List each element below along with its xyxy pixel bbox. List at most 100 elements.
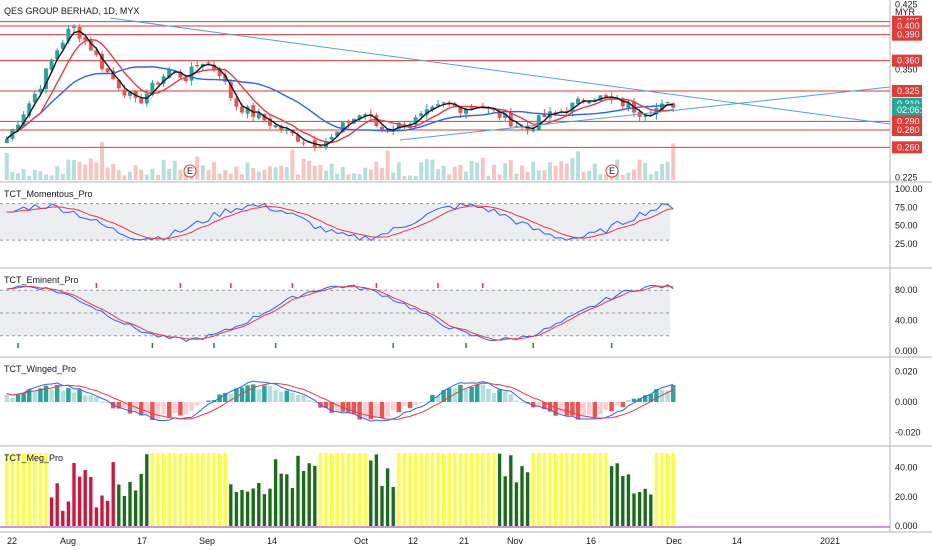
candle-body — [139, 98, 144, 104]
meg-bar — [357, 453, 362, 526]
candle-body — [542, 113, 547, 118]
histogram-bar — [379, 402, 385, 418]
volume-bar — [452, 166, 457, 180]
meg-bar — [100, 495, 104, 526]
volume-bar — [44, 174, 48, 180]
volume-bar — [531, 161, 536, 180]
volume-bar — [637, 159, 642, 180]
volume-bar — [368, 169, 373, 180]
volume-bar — [441, 165, 446, 180]
candle-body — [16, 124, 20, 130]
candle-body — [256, 113, 261, 119]
band-fill — [0, 203, 670, 241]
meg-bar — [621, 476, 625, 526]
meg-bar — [156, 453, 160, 526]
volume-bar — [32, 169, 37, 180]
meg-bar — [649, 494, 653, 526]
volume-bar — [161, 159, 166, 180]
volume-bar — [592, 163, 597, 180]
meg-bar — [72, 463, 76, 526]
meg-bar — [61, 510, 65, 526]
histogram-bar — [497, 389, 502, 402]
meg-bar — [492, 453, 496, 526]
candle-body — [553, 112, 558, 114]
meg-bar — [268, 488, 272, 526]
histogram-bar — [413, 402, 418, 405]
candle-body — [441, 102, 446, 104]
histogram-bar — [54, 384, 60, 402]
volume-bar — [178, 169, 183, 180]
meg-bar — [161, 453, 166, 526]
winged-title: TCT_Winged_Pro — [4, 364, 76, 374]
volume-bar — [296, 174, 300, 180]
meg-bar — [301, 470, 306, 526]
volume-bar — [284, 167, 289, 180]
histogram-bar — [519, 402, 525, 403]
volume-bar — [290, 149, 295, 180]
histogram-bar — [222, 392, 228, 402]
candle-body — [436, 104, 440, 106]
histogram-bar — [346, 402, 351, 413]
volume-bar — [486, 175, 491, 180]
histogram-bar — [15, 394, 21, 402]
volume-bar — [520, 165, 524, 180]
winged-red-line — [6, 382, 674, 420]
histogram-bar — [407, 402, 413, 409]
volume-bar — [340, 167, 345, 180]
candle-body — [44, 68, 48, 90]
histogram-bar — [21, 393, 26, 402]
volume-bar — [402, 175, 407, 180]
histogram-bar — [598, 402, 603, 415]
volume-bar — [598, 174, 603, 180]
time-axis-tick: 14 — [732, 536, 742, 546]
volume-bar — [156, 174, 160, 180]
volume-bar — [240, 174, 244, 180]
price-level-label: 0.310 — [897, 99, 920, 109]
volume-bar — [508, 160, 513, 180]
meg-bar — [94, 507, 99, 526]
candle-body — [195, 64, 200, 67]
candle-body — [587, 101, 592, 104]
time-axis-tick: 12 — [408, 536, 418, 546]
meg-title: TCT_Meg_Pro — [4, 453, 63, 463]
meg-bar — [262, 494, 267, 526]
volume-bar — [542, 170, 547, 180]
meg-bar — [122, 495, 127, 526]
histogram-bar — [435, 395, 441, 402]
event-marker — [183, 164, 197, 178]
volume-bar — [632, 169, 636, 180]
meg-bar — [643, 488, 647, 526]
histogram-bar — [189, 402, 194, 412]
candle-body — [570, 102, 575, 113]
price-level-badge — [892, 28, 922, 41]
volume-bar — [318, 164, 323, 180]
volume-bar — [447, 174, 452, 180]
meg-bar — [290, 487, 295, 526]
candle-body — [329, 136, 334, 140]
price-level-label: 02:06:03 — [897, 105, 932, 115]
price-level-label: 0.400 — [897, 21, 920, 31]
meg-bar — [318, 453, 323, 526]
volume-bar — [458, 164, 463, 180]
volume-bar — [503, 163, 508, 180]
volume-bar — [94, 162, 99, 180]
histogram-bar — [665, 390, 670, 402]
trend-line-up — [399, 86, 891, 141]
histogram-bar — [250, 384, 256, 402]
histogram-bar — [390, 402, 396, 411]
volume-bar — [21, 168, 26, 180]
candle-body — [626, 102, 631, 108]
histogram-bar — [172, 402, 178, 414]
volume-bar — [133, 165, 138, 180]
volume-bar — [514, 173, 519, 180]
histogram-bar — [234, 388, 239, 402]
volume-bar — [587, 171, 592, 180]
time-axis-tick: 14 — [267, 536, 277, 546]
histogram-bar — [295, 394, 301, 402]
candle-body — [643, 115, 648, 117]
histogram-bar — [458, 384, 463, 402]
volume-bar — [273, 167, 278, 180]
histogram-bar — [228, 393, 234, 402]
